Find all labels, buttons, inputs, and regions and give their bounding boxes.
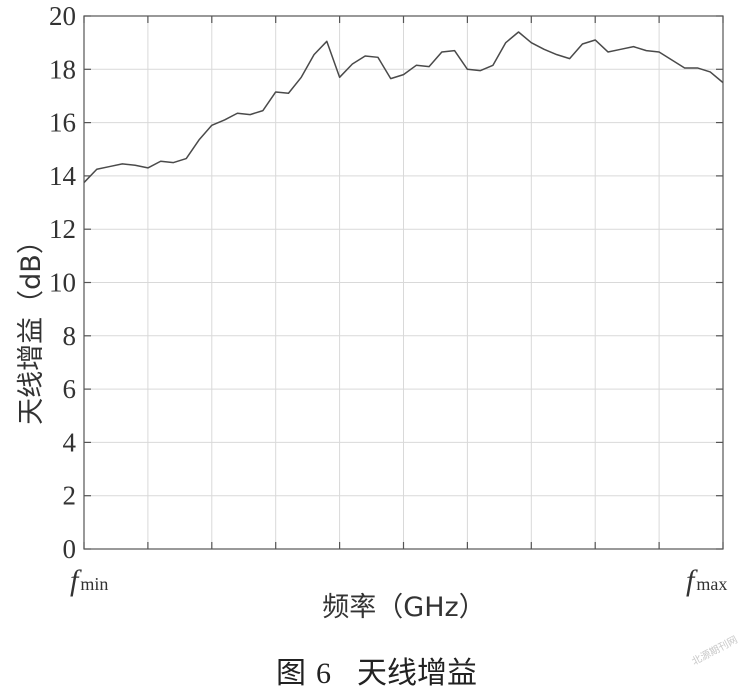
y-axis-title: 天线增益（dB）: [16, 227, 47, 425]
y-tick-label: 4: [63, 427, 77, 457]
y-tick-label: 20: [49, 1, 76, 31]
y-tick-label: 14: [49, 161, 77, 191]
y-tick-labels: 0 2 4 6 8 10 12 14 16 18 20: [49, 1, 77, 564]
x-max-label: f max: [686, 564, 727, 597]
x-axis-title: 频率（GHz）: [322, 592, 485, 623]
y-tick-label: 2: [63, 481, 77, 511]
y-tick-label: 16: [49, 108, 76, 138]
y-tick-label: 0: [63, 534, 77, 564]
y-tick-label: 6: [63, 374, 77, 404]
figure-caption: 图 6 天线增益: [0, 648, 753, 692]
x-min-label: f min: [70, 564, 108, 597]
plot-frame: [83, 15, 724, 550]
y-tick-label: 8: [63, 321, 77, 351]
grid-lines: [84, 16, 723, 549]
caption-number: 6: [316, 657, 331, 690]
y-tick-label: 10: [49, 268, 76, 298]
line-chart: 0 2 4 6 8 10 12 14 16 18 20 f min f max 频率（GHz） 天线增益…: [16, 1, 727, 623]
caption-prefix: 图: [276, 656, 306, 691]
series-line: [83, 31, 724, 184]
y-tick-label: 12: [49, 214, 76, 244]
y-tick-label: 18: [49, 54, 76, 84]
caption-title: 天线增益: [357, 656, 477, 691]
